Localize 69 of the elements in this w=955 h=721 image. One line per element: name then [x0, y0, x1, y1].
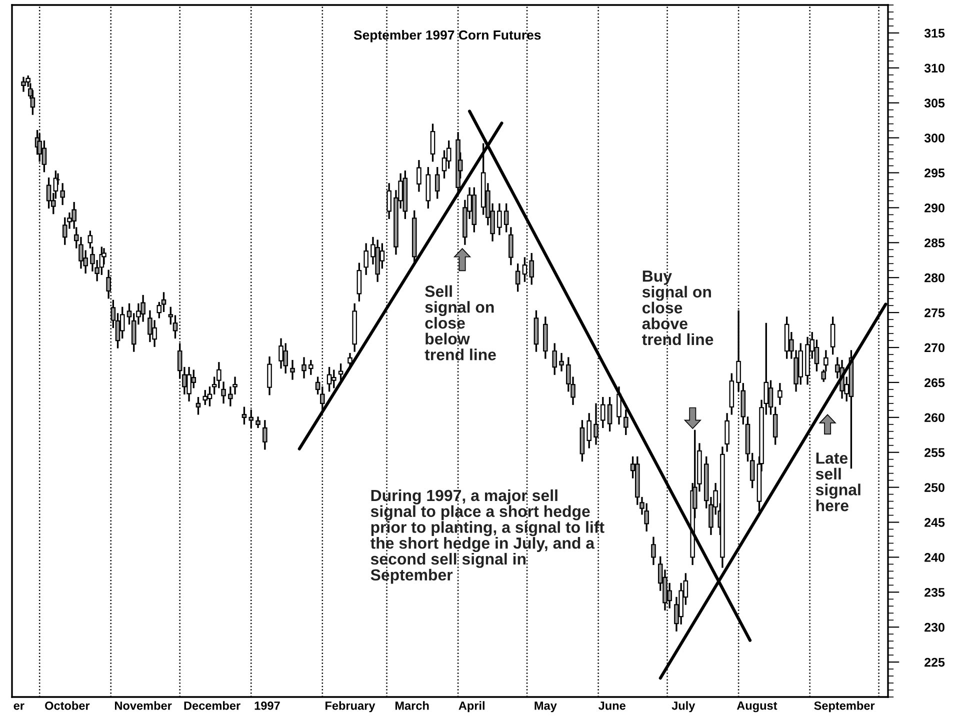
candlestick	[497, 203, 502, 236]
candlestick	[364, 243, 368, 275]
candlestick	[623, 410, 628, 436]
x-tick-label: April	[458, 701, 484, 712]
x-tick-label: er	[14, 703, 24, 710]
y-tick-label: 235	[924, 588, 945, 597]
x-tick-label: February	[326, 701, 376, 712]
y-tick-label: 275	[924, 308, 945, 318]
candlestick	[616, 386, 622, 425]
y-tick-label: 285	[924, 238, 945, 248]
candlestick	[338, 363, 344, 382]
candlestick	[778, 383, 782, 405]
y-tick-label: 280	[924, 273, 944, 282]
x-tick-label: November	[114, 701, 172, 710]
y-tick-label: 225	[924, 658, 945, 667]
candlestick	[267, 356, 272, 396]
candlestick	[196, 396, 201, 415]
x-tick-label: June	[598, 702, 626, 710]
candlestick	[356, 262, 362, 302]
y-tick-label: 300	[924, 134, 944, 142]
annotation: Late sell signal here	[816, 452, 860, 512]
candlestick	[430, 124, 436, 162]
x-tick-label: May	[534, 702, 557, 712]
annotation: Buy signal on close above trend line	[642, 270, 714, 346]
candlestick	[416, 160, 422, 192]
y-tick-label: 290	[924, 204, 944, 212]
x-tick-label: December	[184, 701, 240, 710]
candlestick	[552, 343, 558, 375]
y-tick-label: 315	[924, 28, 945, 38]
y-tick-label: 295	[924, 168, 945, 178]
candlestick	[256, 416, 260, 428]
candlestick	[504, 203, 509, 232]
candlestick	[586, 413, 592, 448]
candlestick	[515, 263, 520, 292]
x-tick-label: August	[736, 702, 778, 712]
y-tick-label: 310	[924, 64, 944, 73]
y-tick-label: 245	[924, 518, 945, 527]
y-tick-label: 305	[924, 98, 945, 108]
candlestick	[331, 370, 336, 388]
candlestick	[302, 357, 306, 378]
candlestick	[651, 536, 656, 566]
y-tick-label: 240	[924, 553, 944, 562]
candlestick	[242, 406, 247, 425]
candlestick	[60, 183, 65, 206]
candlestick	[508, 227, 514, 266]
candlestick	[559, 352, 564, 372]
x-tick-label: March	[395, 701, 429, 710]
candlestick	[830, 316, 836, 355]
y-tick-label: 265	[924, 378, 945, 388]
x-tick-label: July	[672, 701, 696, 712]
x-tick-label: 1997	[254, 701, 280, 710]
y-tick-label: 260	[924, 413, 944, 422]
candlestick	[434, 167, 440, 199]
x-tick-label: September	[814, 701, 875, 712]
candlestick	[221, 382, 226, 404]
candlestick	[607, 396, 612, 432]
text: September 1997 Corn Futures	[354, 30, 541, 42]
annotation: During 1997, a major sell signal to place a short hedge prior to planting, a signal to lift the short hedge in July, and a second sell signal in September	[370, 489, 604, 584]
y-tick-label: 255	[924, 448, 945, 458]
y-tick-label: 270	[924, 343, 944, 352]
annotation: Sell signal on close below trend line	[424, 285, 496, 360]
x-tick-label: October	[45, 701, 90, 710]
candlestick	[724, 413, 730, 452]
candlestick	[262, 420, 268, 450]
candlestick	[308, 360, 314, 375]
candlestick	[290, 360, 295, 380]
y-tick-label: 230	[924, 622, 944, 632]
candlestick	[202, 390, 208, 405]
y-tick-label: 250	[924, 483, 944, 492]
